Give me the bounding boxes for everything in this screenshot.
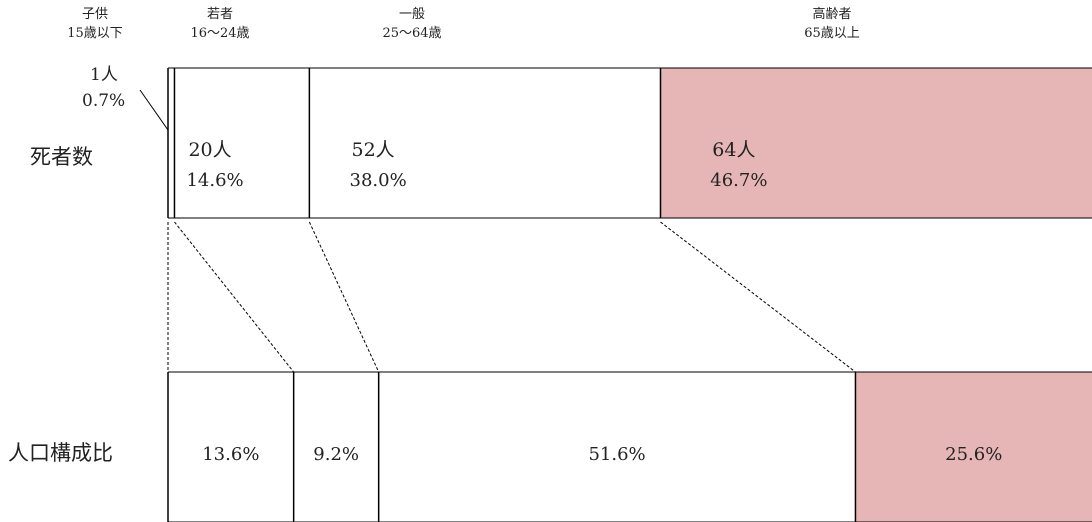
fatalities-segment-0 — [168, 68, 175, 218]
row-label-population: 人口構成比 — [8, 441, 113, 465]
fatalities-percent-label-0: 0.7% — [82, 91, 125, 111]
category-headers: 子供 15歳以下 若者 16～24歳 一般 25～64歳 高齢者 65歳以上 — [67, 6, 860, 41]
population-segment-0 — [168, 372, 294, 522]
population-segment-2 — [378, 372, 856, 522]
connector-line-1 — [174, 221, 295, 373]
connector-line-2 — [308, 221, 380, 373]
category-name-3: 高齢者 — [812, 6, 851, 22]
category-name-1: 若者 — [207, 6, 233, 22]
row-labels: 死者数 人口構成比 — [8, 145, 113, 465]
category-name-0: 子供 — [82, 7, 108, 22]
fatalities-bar: 20人 14.6% 52人 38.0% 64人 46.7% 1人 0.7% — [82, 65, 1092, 219]
category-range-0: 15歳以下 — [67, 26, 123, 41]
category-range-2: 25～64歳 — [382, 26, 441, 41]
population-bar: 13.6% 9.2% 51.6% 25.6% — [167, 371, 1092, 522]
category-name-2: 一般 — [399, 6, 425, 22]
population-segment-1 — [293, 372, 379, 522]
fatalities-count-label-1: 20人 — [188, 139, 231, 161]
population-percent-label-3: 25.6% — [945, 444, 1002, 465]
fatalities-percent-label-2: 38.0% — [350, 170, 407, 191]
category-range-3: 65歳以上 — [804, 26, 860, 41]
fatalities-count-label-2: 52人 — [352, 139, 395, 161]
fatalities-count-label-3: 64人 — [712, 139, 755, 161]
population-percent-label-2: 51.6% — [588, 444, 645, 465]
fatalities-label-leader-0 — [139, 89, 169, 131]
population-percent-label-0: 13.6% — [202, 444, 259, 465]
category-range-1: 16～24歳 — [190, 26, 249, 41]
fatalities-percent-label-1: 14.6% — [186, 170, 243, 191]
population-percent-label-1: 9.2% — [313, 444, 359, 465]
fatalities-percent-label-3: 46.7% — [710, 170, 767, 191]
fatalities-count-label-0: 1人 — [90, 65, 118, 85]
fatalities-segment-2 — [309, 68, 661, 218]
fatalities-segment-1 — [174, 68, 310, 218]
population-segment-3 — [855, 372, 1092, 522]
fatalities-segment-3 — [660, 68, 1092, 218]
connector-lines — [167, 221, 856, 373]
connector-line-3 — [660, 221, 856, 373]
row-label-fatalities: 死者数 — [30, 145, 93, 169]
